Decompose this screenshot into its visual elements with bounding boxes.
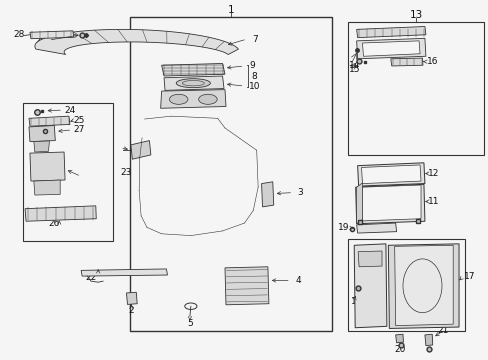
Polygon shape — [394, 245, 452, 325]
Polygon shape — [356, 183, 362, 224]
Text: 10: 10 — [249, 82, 260, 91]
Polygon shape — [361, 165, 420, 184]
Polygon shape — [131, 108, 271, 246]
Polygon shape — [424, 334, 432, 346]
Polygon shape — [224, 267, 268, 305]
Polygon shape — [160, 90, 225, 108]
Polygon shape — [362, 41, 419, 56]
Polygon shape — [29, 116, 70, 126]
Text: 6: 6 — [107, 143, 113, 152]
Text: 25: 25 — [73, 116, 84, 125]
Ellipse shape — [169, 94, 187, 104]
Polygon shape — [261, 182, 273, 207]
Polygon shape — [357, 251, 381, 267]
Polygon shape — [356, 27, 425, 38]
Bar — [130, 17, 331, 330]
Text: 9: 9 — [249, 62, 255, 71]
Polygon shape — [362, 185, 420, 221]
Polygon shape — [163, 76, 224, 90]
Text: 16: 16 — [426, 57, 437, 66]
Text: 17: 17 — [463, 272, 474, 281]
Text: 1: 1 — [227, 5, 234, 15]
Polygon shape — [34, 180, 60, 195]
Polygon shape — [390, 58, 422, 66]
Polygon shape — [30, 152, 65, 181]
Text: 21: 21 — [437, 326, 448, 335]
Polygon shape — [30, 31, 74, 39]
Polygon shape — [126, 292, 137, 305]
Text: 11: 11 — [427, 197, 438, 206]
Text: 7: 7 — [251, 35, 257, 44]
Text: 13: 13 — [408, 10, 422, 20]
Text: 5: 5 — [186, 319, 192, 328]
Text: 29: 29 — [36, 36, 47, 45]
Text: 23: 23 — [120, 168, 131, 177]
Polygon shape — [25, 206, 96, 221]
Text: 2: 2 — [128, 306, 134, 315]
Ellipse shape — [176, 79, 210, 87]
Text: 19: 19 — [337, 223, 348, 232]
Text: 18: 18 — [350, 297, 362, 306]
Text: 12: 12 — [427, 169, 438, 178]
Text: 20: 20 — [394, 345, 406, 354]
Text: 27: 27 — [73, 125, 84, 134]
Text: 14: 14 — [348, 61, 360, 70]
Polygon shape — [356, 223, 396, 233]
Text: 3: 3 — [297, 188, 302, 197]
Ellipse shape — [198, 94, 217, 104]
Polygon shape — [161, 63, 224, 76]
Text: 8: 8 — [251, 72, 257, 81]
Polygon shape — [81, 269, 167, 276]
Text: 26: 26 — [48, 219, 60, 228]
Polygon shape — [357, 163, 424, 186]
Polygon shape — [35, 30, 238, 54]
Polygon shape — [355, 184, 424, 224]
Polygon shape — [353, 244, 386, 328]
Text: 24: 24 — [64, 105, 75, 114]
Polygon shape — [387, 244, 458, 328]
Text: 4: 4 — [295, 276, 301, 285]
Polygon shape — [131, 140, 151, 159]
Polygon shape — [395, 334, 403, 343]
Bar — [347, 239, 465, 331]
Text: 28: 28 — [13, 30, 24, 39]
Text: 15: 15 — [348, 65, 360, 74]
Polygon shape — [34, 141, 49, 152]
Polygon shape — [356, 39, 425, 59]
Polygon shape — [29, 126, 55, 141]
Bar — [22, 103, 113, 241]
Text: 22: 22 — [85, 273, 96, 282]
Bar — [347, 22, 483, 155]
